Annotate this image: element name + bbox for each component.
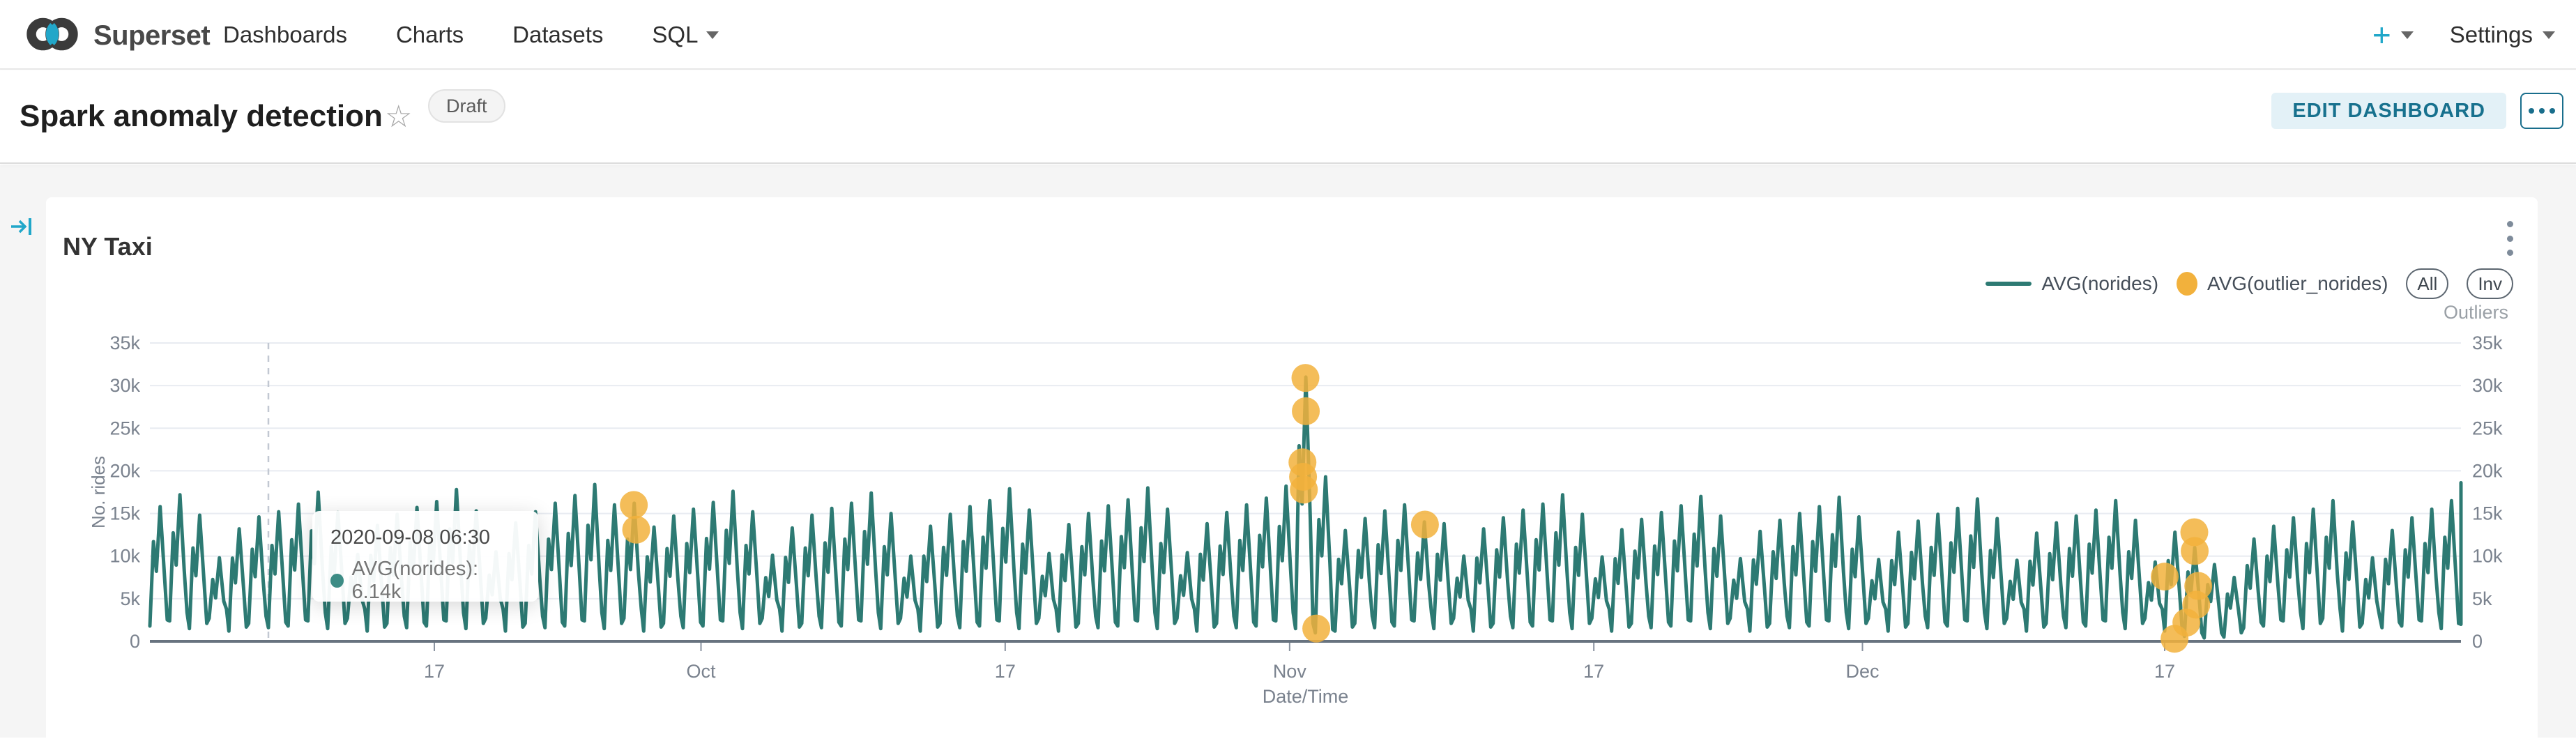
y-axis-label-left: 35k <box>109 333 140 353</box>
chevron-down-icon <box>2543 31 2555 39</box>
x-axis-tick-label: 17 <box>2154 661 2175 682</box>
legend-item-norides[interactable]: AVG(norides) <box>1986 273 2158 295</box>
outlier-point <box>622 515 650 544</box>
tooltip-value: AVG(norides): 6.14k <box>351 558 479 603</box>
y-axis-title: No. rides <box>88 456 109 528</box>
nav-item-sql[interactable]: SQL <box>652 22 719 48</box>
top-nav: Superset Dashboards Charts Datasets SQL … <box>0 0 2576 70</box>
chart-options-kebab-icon[interactable] <box>2503 221 2517 256</box>
x-axis-tick-label: Nov <box>1273 661 1307 682</box>
y-axis-label-left: 5k <box>120 588 140 609</box>
tooltip-date: 2020-09-08 06:30 <box>330 526 490 549</box>
x-axis-tick-label: Dec <box>1845 661 1879 682</box>
x-axis-tick-label: 17 <box>424 661 445 682</box>
chart-title: NY Taxi <box>63 232 153 261</box>
x-axis-tick-label: Oct <box>686 661 716 682</box>
dashboard-body: 0 0 5k 5k 10k 10k 15k 15k 20k 20k 25k 25k 30k 30k 35k 3… <box>0 165 2576 748</box>
x-axis-title: Date/Time <box>1263 686 1349 707</box>
outlier-point <box>1292 397 1320 425</box>
outlier-point <box>620 491 648 519</box>
y-axis-label-left: 25k <box>109 418 140 438</box>
legend-select-inverse-button[interactable]: Inv <box>2467 268 2513 299</box>
header-more-button[interactable] <box>2520 93 2563 129</box>
nav-item-datasets[interactable]: Datasets <box>512 22 604 47</box>
y-axis-label-left: 20k <box>109 460 140 481</box>
dashboard-header: Spark anomaly detection ☆ Draft EDIT DAS… <box>0 71 2576 164</box>
plus-icon: + <box>2372 17 2391 53</box>
legend-item-outlier-norides[interactable]: AVG(outlier_norides) <box>2177 272 2388 296</box>
outliers-caption: Outliers <box>2443 302 2508 323</box>
y-axis-label-right: 35k <box>2472 333 2503 353</box>
superset-logo[interactable]: Superset <box>21 13 211 59</box>
edit-dashboard-button[interactable]: EDIT DASHBOARD <box>2271 93 2506 129</box>
y-axis-label-right: 15k <box>2472 503 2503 524</box>
y-axis-label-left: 30k <box>109 375 140 396</box>
x-axis-tick-label: 17 <box>995 661 1016 682</box>
outlier-point <box>2151 563 2179 591</box>
chart-card: 0 0 5k 5k 10k 10k 15k 15k 20k 20k 25k 25k 30k 30k 35k 3… <box>46 197 2538 748</box>
draft-badge: Draft <box>428 89 505 123</box>
page-title: Spark anomaly detection <box>20 99 383 133</box>
y-axis-label-right: 30k <box>2472 375 2503 396</box>
x-axis-tick-label: 17 <box>1583 661 1604 682</box>
dot-swatch-icon <box>2177 272 2198 296</box>
superset-infinity-icon <box>21 13 84 59</box>
chart-plot-area[interactable]: 0 0 5k 5k 10k 10k 15k 15k 20k 20k 25k 25k 30k 30k 35k 3… <box>46 197 2538 748</box>
outlier-point <box>1291 364 1320 392</box>
nav-menu: Dashboards Charts Datasets SQL <box>223 0 719 70</box>
legend-select-all-button[interactable]: All <box>2406 268 2449 299</box>
y-axis-label-left: 15k <box>109 503 140 524</box>
outlier-point <box>1410 510 1439 539</box>
y-axis-label-right: 20k <box>2472 460 2503 481</box>
nav-right-cluster: + Settings <box>2372 0 2555 70</box>
settings-menu[interactable]: Settings <box>2450 22 2555 48</box>
nav-item-dashboards[interactable]: Dashboards <box>223 22 347 47</box>
brand-name: Superset <box>93 20 211 51</box>
chevron-down-icon <box>706 31 719 39</box>
expand-filter-bar-icon[interactable] <box>10 215 33 241</box>
new-item-button[interactable]: + <box>2372 19 2414 51</box>
outlier-point <box>2184 572 2213 600</box>
outlier-point <box>2181 537 2209 565</box>
y-axis-label-right: 25k <box>2472 418 2503 438</box>
favorite-star-icon[interactable]: ☆ <box>385 100 413 134</box>
y-axis-label-right: 0 <box>2472 631 2483 652</box>
y-axis-label-right: 10k <box>2472 546 2503 567</box>
y-axis-label-left: 10k <box>109 546 140 567</box>
line-swatch-icon <box>1986 282 2032 286</box>
chart-tooltip: 2020-09-08 06:30 AVG(norides): 6.14k <box>312 511 538 603</box>
outlier-point <box>1302 614 1331 643</box>
outlier-point <box>1290 475 1318 504</box>
chevron-down-icon <box>2400 31 2414 39</box>
series-dot-icon <box>330 574 344 588</box>
y-axis-label-left: 0 <box>130 631 140 652</box>
nav-item-charts[interactable]: Charts <box>395 22 464 47</box>
y-axis-label-right: 5k <box>2472 588 2492 609</box>
ellipsis-icon <box>2529 108 2534 114</box>
chart-legend: AVG(norides) AVG(outlier_norides) All In… <box>1986 268 2513 299</box>
